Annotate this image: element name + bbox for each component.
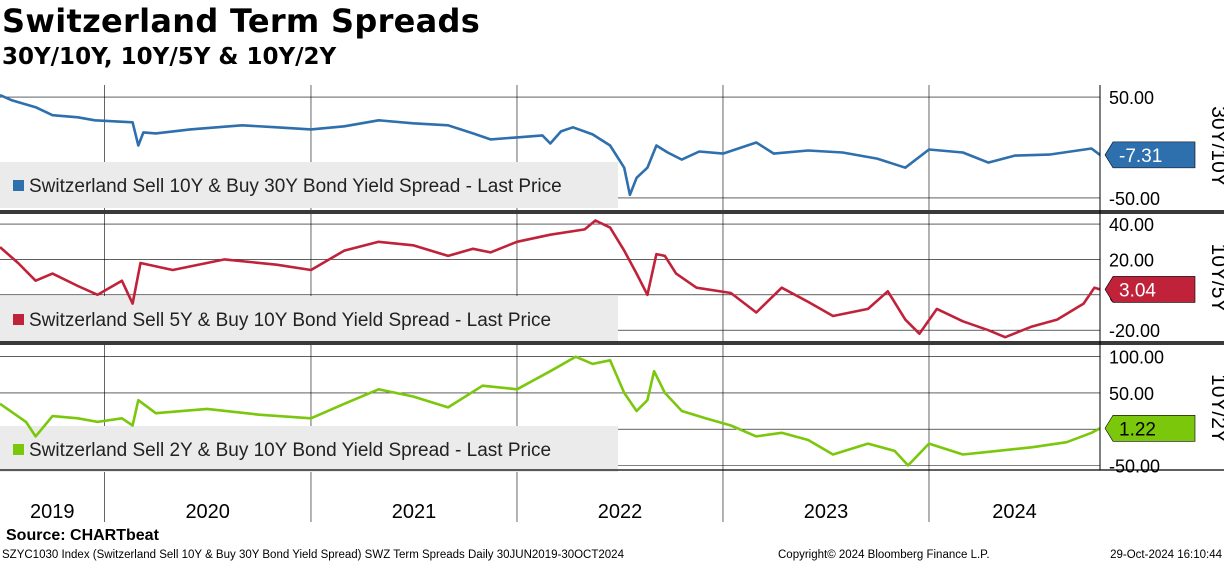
last-price-tag (1104, 141, 1196, 169)
legend-swatch (13, 444, 24, 455)
y-tick-label: 20.00 (1109, 250, 1154, 270)
legend-swatch (13, 180, 24, 191)
footer-bar: SZYC1030 Index (Switzerland Sell 10Y & B… (2, 549, 1222, 565)
x-tick-label: 2019 (30, 501, 75, 523)
x-tick-label: 2022 (598, 501, 643, 523)
y-tick-label: -50.00 (1109, 189, 1160, 209)
last-price-value: 3.04 (1119, 280, 1156, 301)
legend-box (0, 296, 618, 342)
legend-box (0, 162, 618, 208)
legend-label: Switzerland Sell 5Y & Buy 10Y Bond Yield… (29, 310, 551, 331)
panel-axis-title: 30Y/10Y (1207, 106, 1224, 187)
legend-label: Switzerland Sell 2Y & Buy 10Y Bond Yield… (29, 440, 551, 461)
chart-title: Switzerland Term Spreads (2, 2, 481, 40)
panel-separator (0, 341, 1224, 345)
panel-separator (0, 210, 1224, 214)
y-tick-label: 50.00 (1109, 88, 1154, 108)
y-tick-label: 50.00 (1109, 384, 1154, 404)
last-price-tag (1104, 276, 1196, 303)
last-price-value: -7.31 (1119, 146, 1162, 167)
legend-label: Switzerland Sell 10Y & Buy 30Y Bond Yiel… (29, 176, 562, 197)
series-line (0, 93, 1101, 197)
source-label: Source: CHARTbeat (6, 527, 159, 544)
x-tick-label: 2023 (804, 501, 849, 523)
last-price-tag (1104, 414, 1196, 442)
legend-box (0, 426, 618, 472)
series-line (0, 219, 1101, 339)
panel-axis-title: 10Y/5Y (1207, 244, 1224, 313)
footer-index-description: SZYC1030 Index (Switzerland Sell 10Y & B… (2, 549, 624, 561)
y-tick-label: -50.00 (1109, 456, 1160, 476)
footer-timestamp: 29-Oct-2024 16:10:44 (1110, 549, 1222, 561)
chart-subtitle: 30Y/10Y, 10Y/5Y & 10Y/2Y (2, 44, 337, 70)
legend-swatch (13, 314, 24, 325)
series-line (0, 355, 1101, 467)
y-tick-label: -20.00 (1109, 321, 1160, 341)
x-tick-label: 2021 (392, 501, 437, 523)
panel-axis-title: 10Y/2Y (1207, 374, 1224, 443)
y-tick-label: 40.00 (1109, 215, 1154, 235)
x-tick-label: 2024 (992, 501, 1037, 523)
footer-copyright: Copyright© 2024 Bloomberg Finance L.P. (778, 549, 990, 561)
last-price-value: 1.22 (1119, 419, 1156, 440)
y-tick-label: 100.00 (1109, 348, 1164, 368)
x-tick-label: 2020 (185, 501, 230, 523)
